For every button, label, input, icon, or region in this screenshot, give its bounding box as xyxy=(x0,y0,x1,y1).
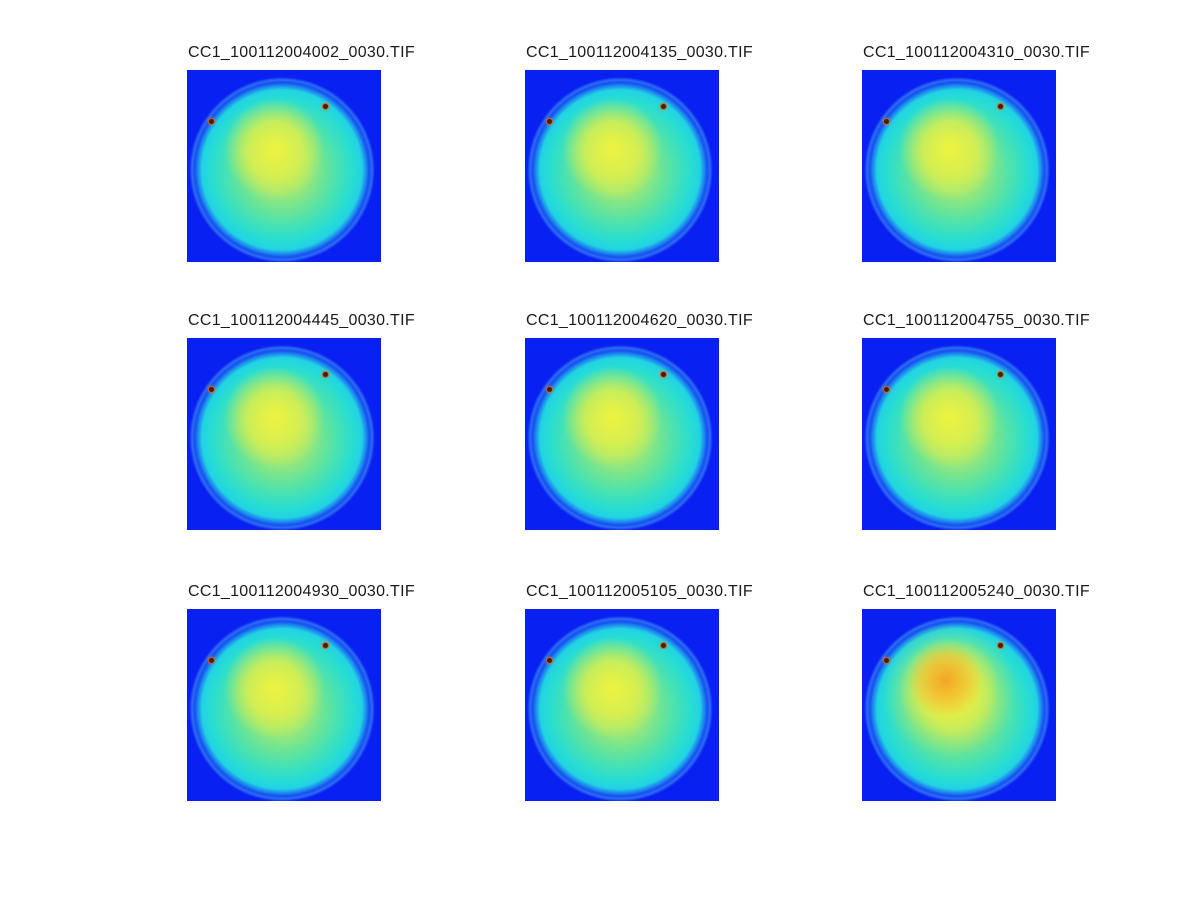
saturated-pixel-dot xyxy=(547,387,552,392)
saturated-pixel-dot xyxy=(323,372,328,377)
panel-title: CC1_100112005105_0030.TIF xyxy=(526,583,753,600)
saturated-pixel-dot xyxy=(884,119,889,124)
panel-image xyxy=(862,338,1056,530)
panel-title: CC1_100112004002_0030.TIF xyxy=(188,44,415,61)
saturated-pixel-dot xyxy=(209,387,214,392)
panel-title: CC1_100112004755_0030.TIF xyxy=(863,312,1090,329)
panel-image xyxy=(187,338,381,530)
panel-title: CC1_100112004930_0030.TIF xyxy=(188,583,415,600)
saturated-pixel-dot xyxy=(209,119,214,124)
saturated-pixel-dot xyxy=(661,372,666,377)
panel-image xyxy=(862,609,1056,801)
panel-title: CC1_100112004620_0030.TIF xyxy=(526,312,753,329)
saturated-pixel-dot xyxy=(209,658,214,663)
panel-image xyxy=(187,70,381,262)
saturated-pixel-dot xyxy=(661,643,666,648)
saturated-pixel-dot xyxy=(998,372,1003,377)
panel-image xyxy=(525,70,719,262)
saturated-pixel-dot xyxy=(884,658,889,663)
saturated-pixel-dot xyxy=(998,104,1003,109)
panel-title: CC1_100112005240_0030.TIF xyxy=(863,583,1090,600)
saturated-pixel-dot xyxy=(323,643,328,648)
panel-title: CC1_100112004445_0030.TIF xyxy=(188,312,415,329)
saturated-pixel-dot xyxy=(323,104,328,109)
panel-title: CC1_100112004135_0030.TIF xyxy=(526,44,753,61)
panel-image xyxy=(525,609,719,801)
panel-image xyxy=(525,338,719,530)
panel-image xyxy=(862,70,1056,262)
saturated-pixel-dot xyxy=(661,104,666,109)
saturated-pixel-dot xyxy=(998,643,1003,648)
saturated-pixel-dot xyxy=(547,119,552,124)
saturated-pixel-dot xyxy=(884,387,889,392)
panel-image xyxy=(187,609,381,801)
panel-title: CC1_100112004310_0030.TIF xyxy=(863,44,1090,61)
saturated-pixel-dot xyxy=(547,658,552,663)
